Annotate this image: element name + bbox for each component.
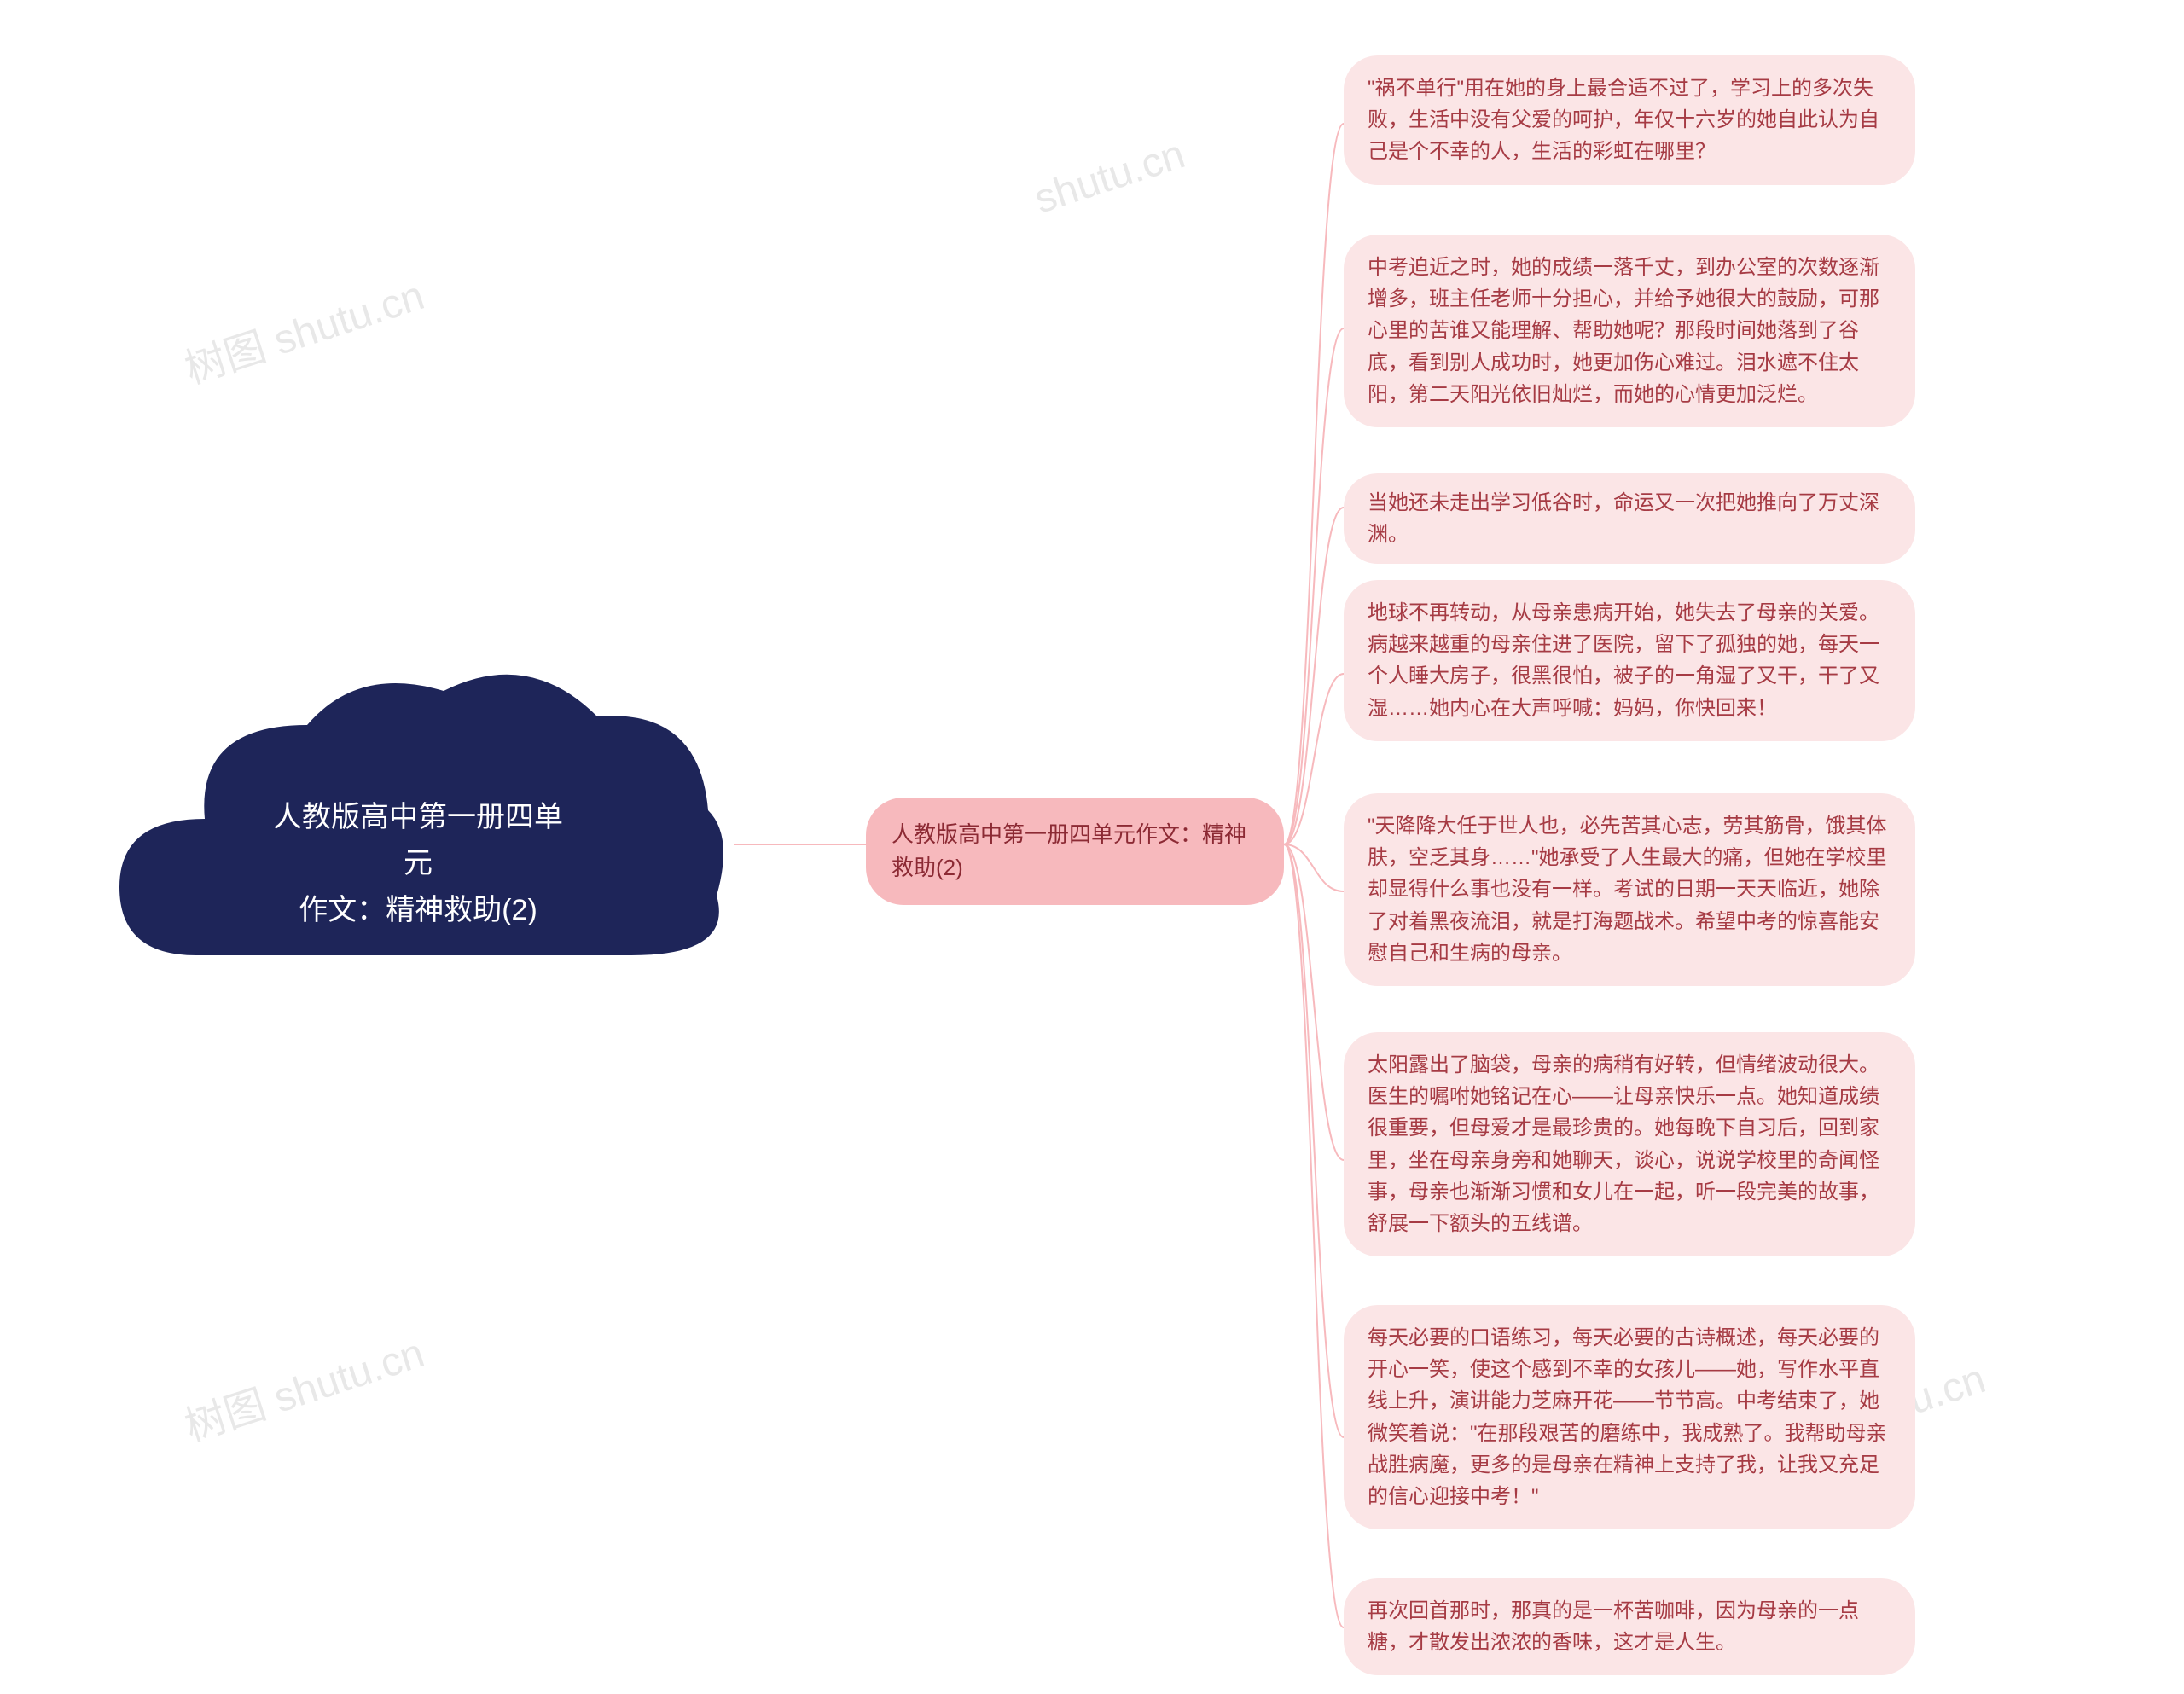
leaf-node[interactable]: "祸不单行"用在她的身上最合适不过了，学习上的多次失败，生活中没有父爱的呵护，年… (1344, 55, 1915, 185)
watermark-text: 树图 shutu.cn (176, 262, 430, 395)
leaf-text: 太阳露出了脑袋，母亲的病稍有好转，但情绪波动很大。医生的嘱咐她铭记在心——让母亲… (1368, 1053, 1879, 1235)
level1-label: 人教版高中第一册四单元作文：精神救助(2) (892, 821, 1246, 880)
leaf-node[interactable]: 再次回首那时，那真的是一杯苦咖啡，因为母亲的一点糖，才散发出浓浓的香味，这才是人… (1344, 1578, 1915, 1675)
leaf-text: 地球不再转动，从母亲患病开始，她失去了母亲的关爱。病越来越重的母亲住进了医院，留… (1368, 601, 1879, 720)
root-cloud-node[interactable]: 人教版高中第一册四单元 作文：精神救助(2) (102, 640, 734, 1032)
leaf-text: 再次回首那时，那真的是一杯苦咖啡，因为母亲的一点糖，才散发出浓浓的香味，这才是人… (1368, 1599, 1859, 1654)
leaf-node[interactable]: 太阳露出了脑袋，母亲的病稍有好转，但情绪波动很大。医生的嘱咐她铭记在心——让母亲… (1344, 1032, 1915, 1256)
leaf-node[interactable]: 地球不再转动，从母亲患病开始，她失去了母亲的关爱。病越来越重的母亲住进了医院，留… (1344, 580, 1915, 741)
leaf-node[interactable]: "天降降大任于世人也，必先苦其心志，劳其筋骨，饿其体肤，空乏其身……"她承受了人… (1344, 793, 1915, 986)
leaf-node[interactable]: 每天必要的口语练习，每天必要的古诗概述，每天必要的开心一笑，使这个感到不幸的女孩… (1344, 1305, 1915, 1529)
watermark-text: 树图 shutu.cn (176, 1320, 430, 1453)
level1-node[interactable]: 人教版高中第一册四单元作文：精神救助(2) (866, 798, 1284, 905)
leaf-node[interactable]: 当她还未走出学习低谷时，命运又一次把她推向了万丈深渊。 (1344, 473, 1915, 564)
leaf-text: "祸不单行"用在她的身上最合适不过了，学习上的多次失败，生活中没有父爱的呵护，年… (1368, 77, 1879, 163)
root-node-label: 人教版高中第一册四单元 作文：精神救助(2) (260, 794, 576, 933)
mindmap-canvas: 树图 shutu.cnshutu.cn树图 shutu.cn树图 shutu.c… (0, 0, 2184, 1694)
leaf-node[interactable]: 中考迫近之时，她的成绩一落千丈，到办公室的次数逐渐增多，班主任老师十分担心，并给… (1344, 235, 1915, 427)
leaf-text: 中考迫近之时，她的成绩一落千丈，到办公室的次数逐渐增多，班主任老师十分担心，并给… (1368, 256, 1879, 406)
watermark-text: shutu.cn (1029, 131, 1191, 223)
leaf-text: 当她还未走出学习低谷时，命运又一次把她推向了万丈深渊。 (1368, 491, 1879, 546)
leaf-text: 每天必要的口语练习，每天必要的古诗概述，每天必要的开心一笑，使这个感到不幸的女孩… (1368, 1326, 1887, 1508)
leaf-text: "天降降大任于世人也，必先苦其心志，劳其筋骨，饿其体肤，空乏其身……"她承受了人… (1368, 815, 1887, 965)
